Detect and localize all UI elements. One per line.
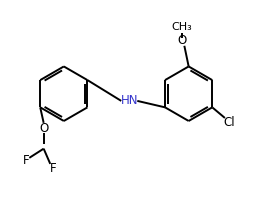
Text: F: F [50, 162, 56, 175]
Text: F: F [22, 154, 29, 167]
Text: O: O [39, 122, 48, 134]
Text: CH₃: CH₃ [172, 21, 192, 32]
Text: HN: HN [121, 94, 138, 107]
Text: Cl: Cl [224, 116, 235, 129]
Text: O: O [178, 34, 187, 47]
